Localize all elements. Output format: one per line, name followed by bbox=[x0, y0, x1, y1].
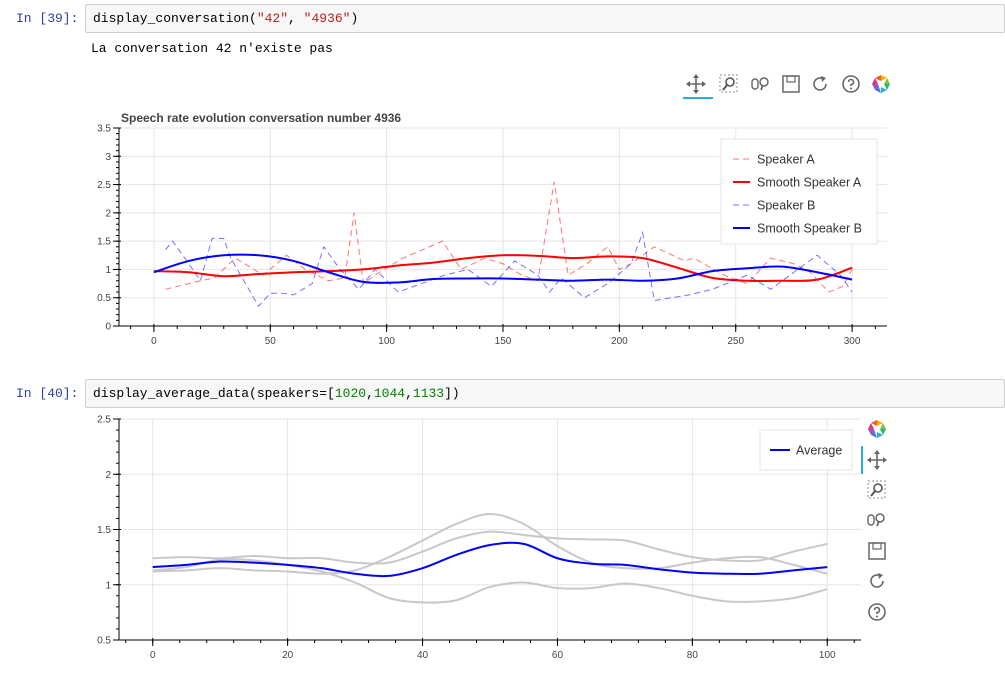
help-icon[interactable] bbox=[840, 73, 862, 95]
y-tick-label: 1 bbox=[105, 265, 111, 276]
box-zoom-icon[interactable] bbox=[866, 479, 888, 501]
speech-rate-chart[interactable]: Speech rate evolution conversation numbe… bbox=[0, 0, 1005, 360]
series-line bbox=[152, 541, 828, 578]
code-comma: , bbox=[366, 386, 374, 401]
cell-39-code[interactable]: display_conversation("42", "4936") bbox=[93, 11, 358, 26]
x-tick-label: 300 bbox=[844, 336, 861, 347]
y-tick-label: 3.5 bbox=[97, 124, 111, 135]
reset-icon[interactable] bbox=[809, 73, 831, 95]
chart-legend: Average bbox=[759, 429, 853, 471]
y-tick-label: 2 bbox=[105, 208, 111, 219]
bokeh-logo-icon[interactable] bbox=[870, 73, 892, 95]
cell-39-prompt: In [39]: bbox=[16, 11, 79, 26]
legend-label: Smooth Speaker A bbox=[757, 176, 862, 190]
legend-label: Speaker A bbox=[757, 153, 815, 167]
x-tick-label: 60 bbox=[552, 650, 564, 661]
active-tool-indicator bbox=[861, 446, 863, 474]
series-line bbox=[152, 513, 828, 575]
x-tick-label: 40 bbox=[417, 650, 429, 661]
y-tick-label: 1.5 bbox=[97, 237, 111, 248]
series-line bbox=[152, 530, 828, 565]
cell-39-output: La conversation 42 n'existe pas bbox=[91, 41, 333, 56]
cell-40-code[interactable]: display_average_data(speakers=[1020,1044… bbox=[93, 386, 460, 401]
cell-40-prompt: In [40]: bbox=[16, 386, 79, 401]
wheel-zoom-icon[interactable] bbox=[866, 509, 888, 531]
series-line bbox=[165, 181, 853, 293]
x-tick-label: 200 bbox=[611, 336, 628, 347]
series-line bbox=[152, 557, 828, 604]
save-icon[interactable] bbox=[866, 540, 888, 562]
y-tick-label: 2 bbox=[105, 470, 111, 481]
cell-39-input[interactable]: display_conversation("42", "4936") bbox=[85, 4, 1005, 33]
code-number: 1044 bbox=[373, 386, 406, 401]
help-icon[interactable] bbox=[866, 601, 888, 623]
x-tick-label: 150 bbox=[495, 336, 512, 347]
box-zoom-icon[interactable] bbox=[718, 73, 740, 95]
legend-label: Average bbox=[796, 444, 842, 458]
legend-label: Smooth Speaker B bbox=[757, 222, 862, 236]
x-tick-label: 50 bbox=[265, 336, 277, 347]
chart-title: Speech rate evolution conversation numbe… bbox=[121, 111, 401, 125]
pan-icon[interactable] bbox=[685, 73, 707, 95]
wheel-zoom-icon[interactable] bbox=[750, 73, 772, 95]
y-tick-label: 2.5 bbox=[97, 415, 111, 426]
x-tick-label: 100 bbox=[819, 650, 836, 661]
legend-label: Speaker B bbox=[757, 199, 815, 213]
cell-40-input[interactable]: display_average_data(speakers=[1020,1044… bbox=[85, 379, 1005, 408]
series-line bbox=[165, 230, 853, 308]
series-line bbox=[153, 254, 853, 282]
y-tick-label: 1.5 bbox=[97, 525, 111, 536]
series-line bbox=[153, 253, 853, 284]
code-number: 1020 bbox=[334, 386, 367, 401]
pan-icon[interactable] bbox=[866, 449, 888, 471]
reset-icon[interactable] bbox=[866, 570, 888, 592]
y-tick-label: 1 bbox=[105, 580, 111, 591]
save-icon[interactable] bbox=[780, 73, 802, 95]
x-tick-label: 250 bbox=[727, 336, 744, 347]
code-function: display_conversation( bbox=[93, 11, 257, 26]
x-tick-label: 20 bbox=[282, 650, 294, 661]
x-tick-label: 0 bbox=[150, 650, 156, 661]
y-tick-label: 2.5 bbox=[97, 180, 111, 191]
y-tick-label: 3 bbox=[105, 152, 111, 163]
code-paren: ]) bbox=[444, 386, 460, 401]
y-tick-label: 0.5 bbox=[97, 293, 111, 304]
active-tool-indicator bbox=[683, 97, 713, 99]
chart-legend: Speaker A Smooth Speaker A Speaker B Smooth… bbox=[720, 138, 878, 245]
x-tick-label: 100 bbox=[378, 336, 395, 347]
code-function: display_average_data(speakers=[ bbox=[93, 386, 335, 401]
x-tick-label: 0 bbox=[151, 336, 157, 347]
bokeh-logo-icon[interactable] bbox=[866, 418, 888, 440]
x-tick-label: 80 bbox=[687, 650, 699, 661]
code-number: 1133 bbox=[412, 386, 445, 401]
code-string: "4936" bbox=[303, 11, 351, 26]
code-comma: , bbox=[405, 386, 413, 401]
code-paren: ) bbox=[350, 11, 359, 26]
code-string: "42" bbox=[256, 11, 289, 26]
y-tick-label: 0.5 bbox=[97, 636, 111, 647]
y-tick-label: 0 bbox=[105, 322, 111, 333]
code-separator: , bbox=[288, 11, 304, 26]
